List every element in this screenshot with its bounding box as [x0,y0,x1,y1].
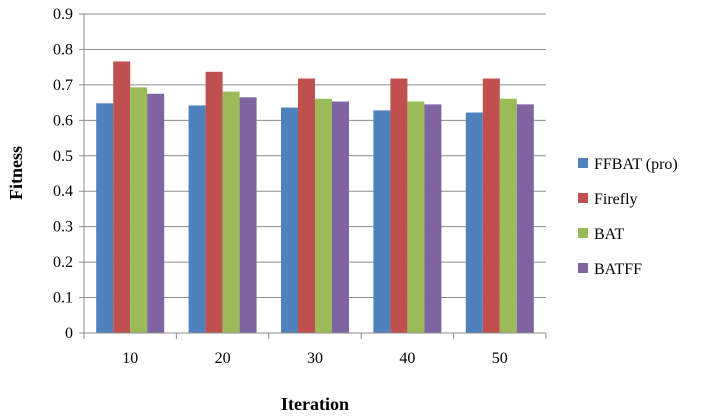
y-tick-label: 0.5 [53,148,73,165]
y-tick-label: 0.1 [53,290,73,307]
bar [407,101,425,333]
legend-label: BATFF [594,261,642,278]
bar [281,107,298,333]
y-axis-title: Fitness [6,146,26,200]
bar [516,104,534,333]
bar [147,93,165,333]
bar [205,71,223,333]
legend-swatch [578,158,588,168]
bar [298,78,315,334]
y-tick-label: 0.4 [53,183,73,200]
bar [332,101,349,333]
bar [373,110,391,333]
bar [315,98,332,333]
legend-label: Firefly [594,191,638,208]
y-tick-label: 0.8 [53,41,73,58]
bar [113,61,131,334]
legend-swatch [578,228,588,238]
x-tick-label: 20 [215,350,231,367]
y-tick-label: 0.6 [53,112,73,129]
axes [79,13,547,339]
legend-label: FFBAT (pro) [594,156,678,173]
x-axis-title: Iteration [281,394,349,414]
bar [188,105,206,334]
y-tick-label: 0.2 [53,254,73,271]
legend-swatch [578,193,588,203]
legend-swatch [578,263,588,273]
y-tick-labels: 0 0.1 0.2 0.3 0.4 0.5 0.6 0.7 0.8 0.9 [53,6,73,342]
bar [424,104,442,333]
bar [390,78,408,334]
bar [130,87,148,334]
y-tick-label: 0.3 [53,219,73,236]
x-tick-label: 50 [492,350,508,367]
x-tick-label: 40 [399,350,415,367]
legend-label: BAT [594,226,624,243]
legend: FFBAT (pro) Firefly BAT BATFF [578,156,678,278]
bars [96,61,534,334]
x-tick-label: 10 [122,350,138,367]
bar [222,91,240,333]
bar [499,98,517,333]
y-tick-label: 0 [65,325,73,342]
x-tick-labels: 10 20 30 40 50 [122,350,508,367]
y-tick-label: 0.9 [53,6,73,23]
bar [482,78,500,334]
bar [239,97,257,334]
x-tick-label: 30 [307,350,323,367]
y-tick-label: 0.7 [53,77,73,94]
bar [96,103,114,333]
bar [465,112,483,333]
